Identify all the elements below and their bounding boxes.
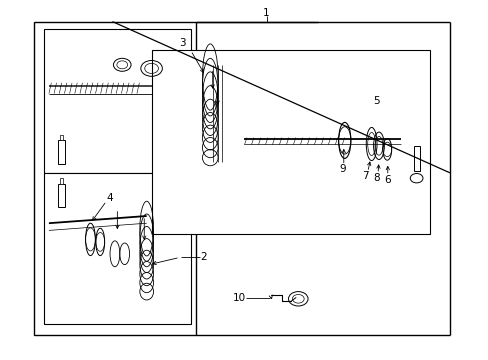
Text: 6: 6 [384, 175, 390, 185]
Bar [44, 173, 190, 324]
Text: 2: 2 [200, 252, 207, 262]
Bar [60, 178, 62, 184]
Bar [34, 22, 195, 335]
Text: 4: 4 [106, 193, 113, 203]
Text: 10: 10 [232, 293, 245, 303]
Bar [44, 29, 190, 173]
Text: 3: 3 [179, 38, 185, 48]
Text: 1: 1 [263, 8, 269, 18]
Text: 9: 9 [338, 164, 345, 174]
Bar [58, 184, 64, 207]
Text: 8: 8 [372, 173, 379, 183]
Bar [151, 50, 429, 234]
Text: 5: 5 [372, 96, 379, 106]
Text: 7: 7 [362, 171, 368, 181]
Bar [60, 135, 62, 140]
Bar [58, 140, 64, 164]
Bar [413, 146, 419, 171]
